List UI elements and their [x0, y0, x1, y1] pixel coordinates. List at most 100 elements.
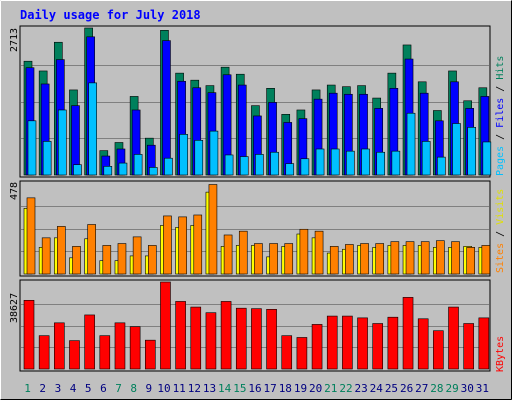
legend-sep-3: /: [495, 225, 506, 243]
x-label-day-28: 28: [430, 382, 443, 395]
bar-sites-day-24: [375, 243, 385, 275]
bar-pages-day-17: [270, 151, 279, 176]
bar-sites-day-26: [405, 241, 415, 275]
bar-pages-day-8: [133, 154, 143, 176]
bar-pages-day-23: [361, 148, 370, 176]
bar-kbytes-day-6: [99, 335, 111, 370]
x-axis-labels: 1 2 3 4 5 6 7 8 9 10 11 12 13 14 15 16 17 18 19 20 21 22 23 24 2…: [24, 382, 489, 395]
bar-sites-day-16: [254, 243, 263, 275]
bar-sites-day-21: [329, 246, 339, 275]
legend-hits: Hits: [495, 56, 506, 80]
svg-text:Pages / Files / Hits: Pages / Files / Hits: [495, 56, 506, 176]
bar-pages-day-2: [42, 141, 52, 176]
bar-sites-day-19: [299, 228, 309, 275]
bar-kbytes-day-2: [38, 335, 50, 370]
bar-kbytes-day-12: [190, 306, 202, 370]
bar-sites-day-12: [193, 214, 203, 275]
x-label-day-1: 1: [24, 382, 31, 395]
bar-kbytes-day-16: [251, 308, 262, 370]
bar-kbytes-day-10: [160, 281, 171, 370]
bar-pages-day-1: [27, 120, 37, 176]
bar-kbytes-day-15: [235, 307, 247, 370]
bar-kbytes-day-13: [205, 312, 217, 370]
bar-pages-day-12: [194, 140, 204, 176]
bar-kbytes-day-20: [311, 324, 323, 370]
panel1-ymax-label: 2713: [9, 28, 20, 52]
bar-sites-day-17: [269, 243, 278, 275]
x-label-day-11: 11: [173, 382, 186, 395]
bar-kbytes-day-25: [387, 316, 399, 370]
bar-sites-day-20: [314, 230, 324, 275]
bar-sites-day-10: [163, 215, 172, 275]
bar-sites-day-27: [420, 241, 430, 275]
bar-sites-day-18: [284, 243, 294, 275]
bar-pages-day-18: [285, 163, 295, 176]
bar-sites-day-13: [208, 184, 218, 275]
bar-sites-day-2: [41, 237, 51, 275]
bar-pages-day-26: [406, 112, 416, 176]
bar-kbytes-day-30: [463, 323, 474, 370]
bar-pages-day-14: [224, 154, 234, 176]
bar-pages-day-3: [58, 109, 67, 176]
x-label-day-5: 5: [85, 382, 92, 395]
x-label-day-9: 9: [146, 382, 153, 395]
x-label-day-16: 16: [248, 382, 261, 395]
x-label-day-25: 25: [385, 382, 398, 395]
bar-kbytes-day-8: [129, 326, 141, 370]
bar-pages-day-21: [330, 148, 340, 176]
bar-sites-day-28: [436, 240, 445, 275]
bar-files-day-10: [162, 40, 171, 176]
bar-kbytes-day-27: [417, 318, 429, 370]
x-label-day-30: 30: [461, 382, 474, 395]
bar-kbytes-day-11: [175, 301, 186, 370]
bar-pages-day-25: [391, 150, 401, 176]
bar-pages-day-15: [239, 156, 249, 176]
x-label-day-18: 18: [279, 382, 292, 395]
panel1-legend: Pages / Files / Hits: [495, 56, 506, 176]
panel3-ymax-label: 38627: [9, 293, 20, 323]
legend-sites: Sites: [495, 243, 506, 273]
bar-kbytes-day-26: [402, 297, 414, 370]
bar-kbytes-day-5: [84, 314, 95, 370]
x-label-day-6: 6: [100, 382, 107, 395]
bar-sites-day-1: [26, 197, 36, 275]
x-label-day-27: 27: [415, 382, 428, 395]
bar-pages-day-27: [421, 141, 431, 176]
bar-pages-day-30: [467, 127, 476, 176]
bar-pages-day-16: [255, 154, 264, 176]
bar-sites-day-23: [360, 243, 369, 275]
bar-pages-day-22: [346, 150, 355, 176]
legend-kbytes: KBytes: [495, 336, 506, 372]
bar-kbytes-day-31: [478, 317, 490, 370]
bar-pages-day-29: [452, 123, 461, 176]
x-label-day-24: 24: [370, 382, 384, 395]
legend-files: Files: [495, 98, 506, 128]
bar-sites-day-8: [132, 236, 142, 275]
bar-kbytes-day-19: [296, 337, 308, 370]
x-label-day-4: 4: [70, 382, 77, 395]
bar-pages-day-24: [376, 151, 386, 176]
x-label-day-8: 8: [130, 382, 137, 395]
bar-kbytes-day-4: [69, 340, 80, 370]
bar-kbytes-day-1: [23, 300, 35, 370]
bar-pages-day-20: [315, 148, 325, 176]
bar-pages-day-11: [179, 134, 188, 176]
x-label-day-13: 13: [203, 382, 216, 395]
x-label-day-20: 20: [309, 382, 322, 395]
bar-sites-day-29: [451, 241, 460, 275]
x-label-day-10: 10: [157, 382, 170, 395]
legend-sep-1: /: [495, 128, 506, 146]
panel2-legend: Sites / Visits: [495, 189, 506, 273]
bar-sites-day-11: [178, 216, 187, 275]
x-label-day-23: 23: [355, 382, 368, 395]
bar-kbytes-day-24: [372, 323, 384, 370]
x-label-day-26: 26: [400, 382, 413, 395]
bar-kbytes-day-28: [433, 330, 444, 370]
bar-pages-day-13: [209, 130, 219, 176]
bar-sites-day-25: [390, 241, 400, 275]
bar-kbytes-day-3: [54, 322, 65, 370]
bar-sites-day-4: [72, 246, 81, 275]
x-label-day-29: 29: [445, 382, 458, 395]
x-label-day-7: 7: [115, 382, 122, 395]
